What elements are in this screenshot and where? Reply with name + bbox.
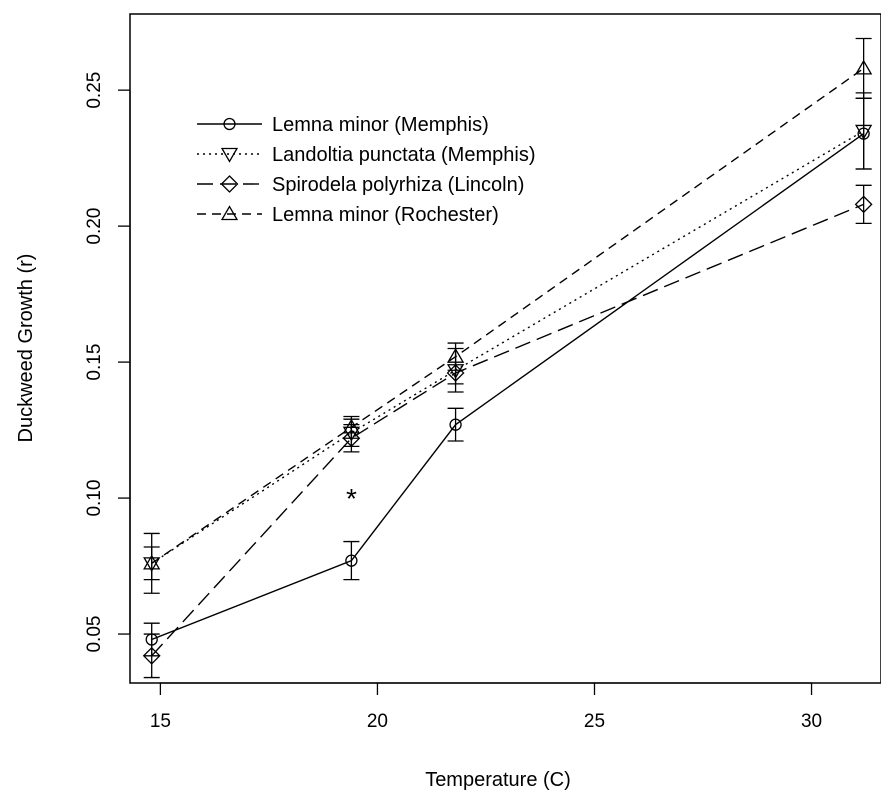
data-point — [449, 418, 462, 431]
plot-frame — [129, 13, 881, 684]
x-axis-title: Temperature (C) — [425, 769, 571, 791]
series-2 — [143, 92, 873, 594]
legend-marker — [220, 147, 239, 163]
legend-marker — [223, 117, 236, 131]
x-tick-label: 30 — [801, 711, 822, 732]
data-point — [142, 646, 161, 665]
legend-marker — [220, 205, 239, 221]
y-tick-label: 0.20 — [84, 208, 105, 245]
annotation-asterisk: * — [346, 483, 357, 514]
data-point — [854, 195, 873, 214]
data-point — [342, 418, 361, 434]
legend-item-1: Lemna minor (Memphis) — [197, 114, 489, 136]
y-tick-label: 0.05 — [84, 616, 105, 653]
series-line — [151, 67, 865, 564]
y-tick-label: 0.15 — [84, 344, 105, 381]
x-tick-label: 25 — [584, 711, 605, 732]
x-tick-label: 15 — [150, 711, 171, 732]
legend: Lemna minor (Memphis) Landoltia punctata … — [197, 114, 535, 226]
y-tick-label: 0.10 — [84, 480, 105, 517]
legend-label: Lemna minor (Memphis) — [272, 114, 489, 136]
y-axis-title: Duckweed Growth (r) — [15, 254, 37, 443]
legend-label: Lemna minor (Rochester) — [272, 204, 499, 226]
legend-item-4: Lemna minor (Rochester) — [197, 204, 499, 226]
series-line — [151, 203, 864, 657]
data-point — [342, 429, 361, 448]
y-tick-label: 0.25 — [84, 72, 105, 109]
data-point — [855, 124, 873, 140]
series-layer: * — [142, 37, 873, 679]
axis-layer: 15 20 25 30 0.05 0.10 0.15 0.20 0.25 — [84, 72, 822, 732]
legend-label: Spirodela polyrhiza (Lincoln) — [272, 174, 524, 196]
legend-item-2: Landoltia punctata (Memphis) — [197, 144, 535, 166]
series-line — [151, 133, 865, 641]
series-3 — [142, 184, 873, 679]
legend-label: Landoltia punctata (Memphis) — [272, 144, 535, 166]
series-4 — [143, 37, 873, 581]
data-point — [446, 347, 465, 363]
x-tick-label: 20 — [367, 711, 388, 732]
data-point — [855, 59, 873, 75]
data-point — [345, 554, 358, 567]
legend-marker — [220, 175, 239, 193]
legend-item-3: Spirodela polyrhiza (Lincoln) — [197, 174, 524, 196]
data-point — [143, 554, 161, 570]
